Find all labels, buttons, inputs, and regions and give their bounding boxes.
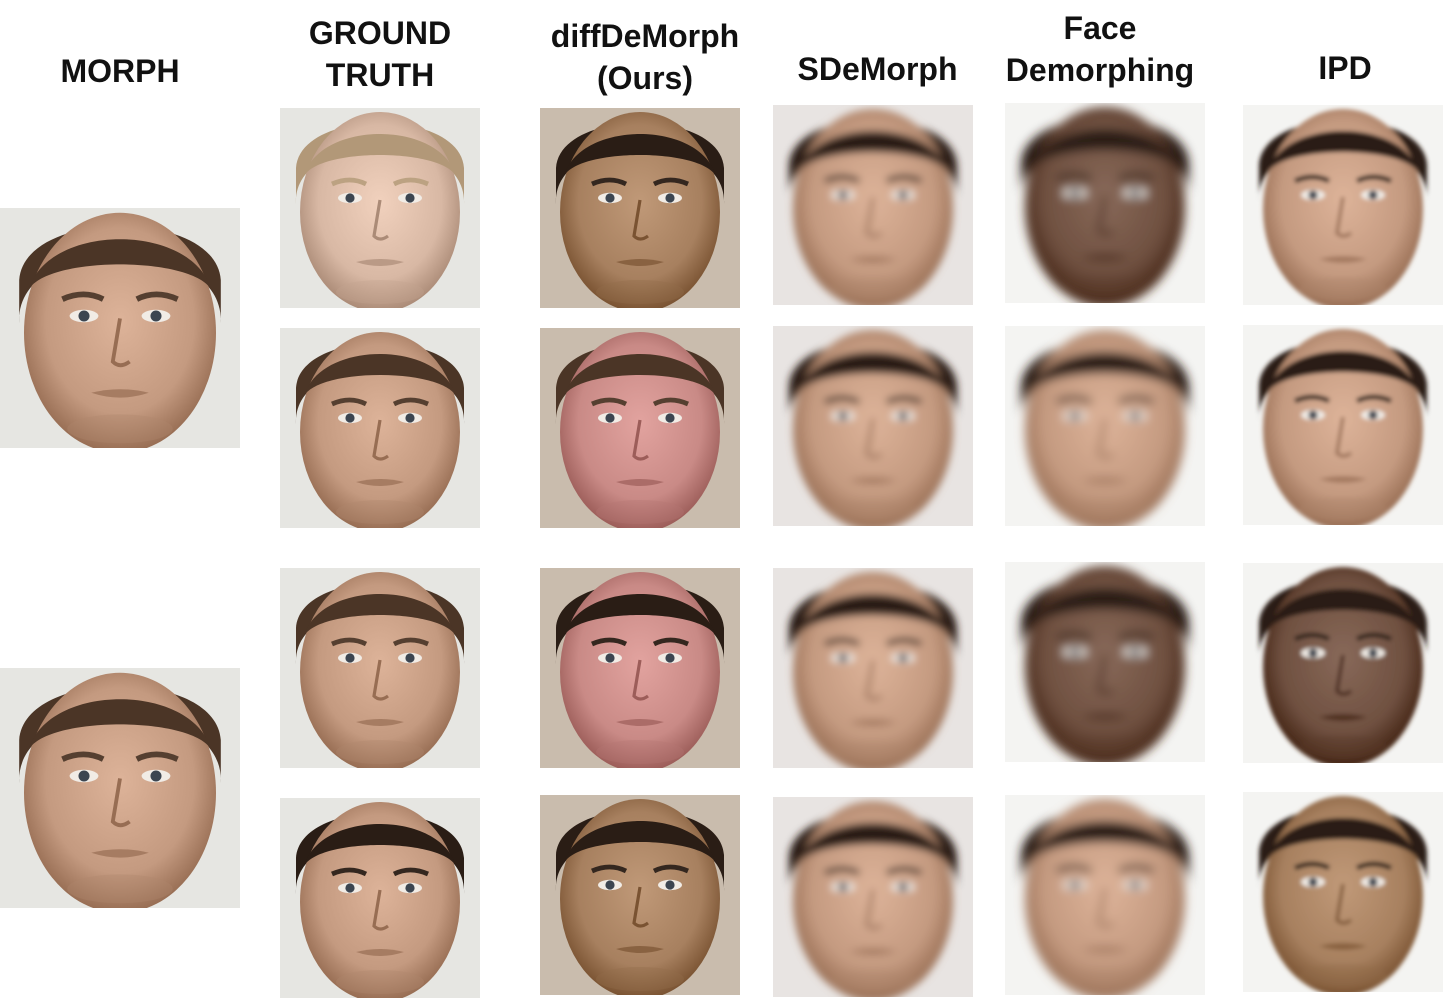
ground-truth-image-1 bbox=[280, 108, 480, 308]
ipd-image-3 bbox=[1243, 563, 1443, 763]
sdemorph-image-2 bbox=[773, 326, 973, 526]
ipd-image-4 bbox=[1243, 792, 1443, 992]
diffdemorph-image-3 bbox=[540, 568, 740, 768]
face-demorphing-image-1 bbox=[1005, 103, 1205, 303]
ground-truth-image-2 bbox=[280, 328, 480, 528]
sdemorph-image-3 bbox=[773, 568, 973, 768]
face-demorphing-image-4 bbox=[1005, 795, 1205, 995]
morph-image-2 bbox=[0, 668, 240, 908]
diffdemorph-image-4 bbox=[540, 795, 740, 995]
ground-truth-image-4 bbox=[280, 798, 480, 998]
sdemorph-image-4 bbox=[773, 797, 973, 997]
face-demorphing-image-3 bbox=[1005, 562, 1205, 762]
ground-truth-image-3 bbox=[280, 568, 480, 768]
morph-image-1 bbox=[0, 208, 240, 448]
face-demorphing-image-2 bbox=[1005, 326, 1205, 526]
header-morph: MORPH bbox=[60, 53, 180, 89]
header-ground-truth: GROUND TRUTH bbox=[308, 15, 452, 93]
header-sdemorph: SDeMorph bbox=[797, 51, 958, 87]
diffdemorph-image-2 bbox=[540, 328, 740, 528]
diffdemorph-image-1 bbox=[540, 108, 740, 308]
header-ipd: IPD bbox=[1318, 50, 1372, 86]
ipd-image-2 bbox=[1243, 325, 1443, 525]
header-face-demorphing: Face Demorphing bbox=[1005, 10, 1195, 88]
sdemorph-image-1 bbox=[773, 105, 973, 305]
header-diffdemorph: diffDeMorph (Ours) bbox=[550, 18, 740, 96]
ipd-image-1 bbox=[1243, 105, 1443, 305]
